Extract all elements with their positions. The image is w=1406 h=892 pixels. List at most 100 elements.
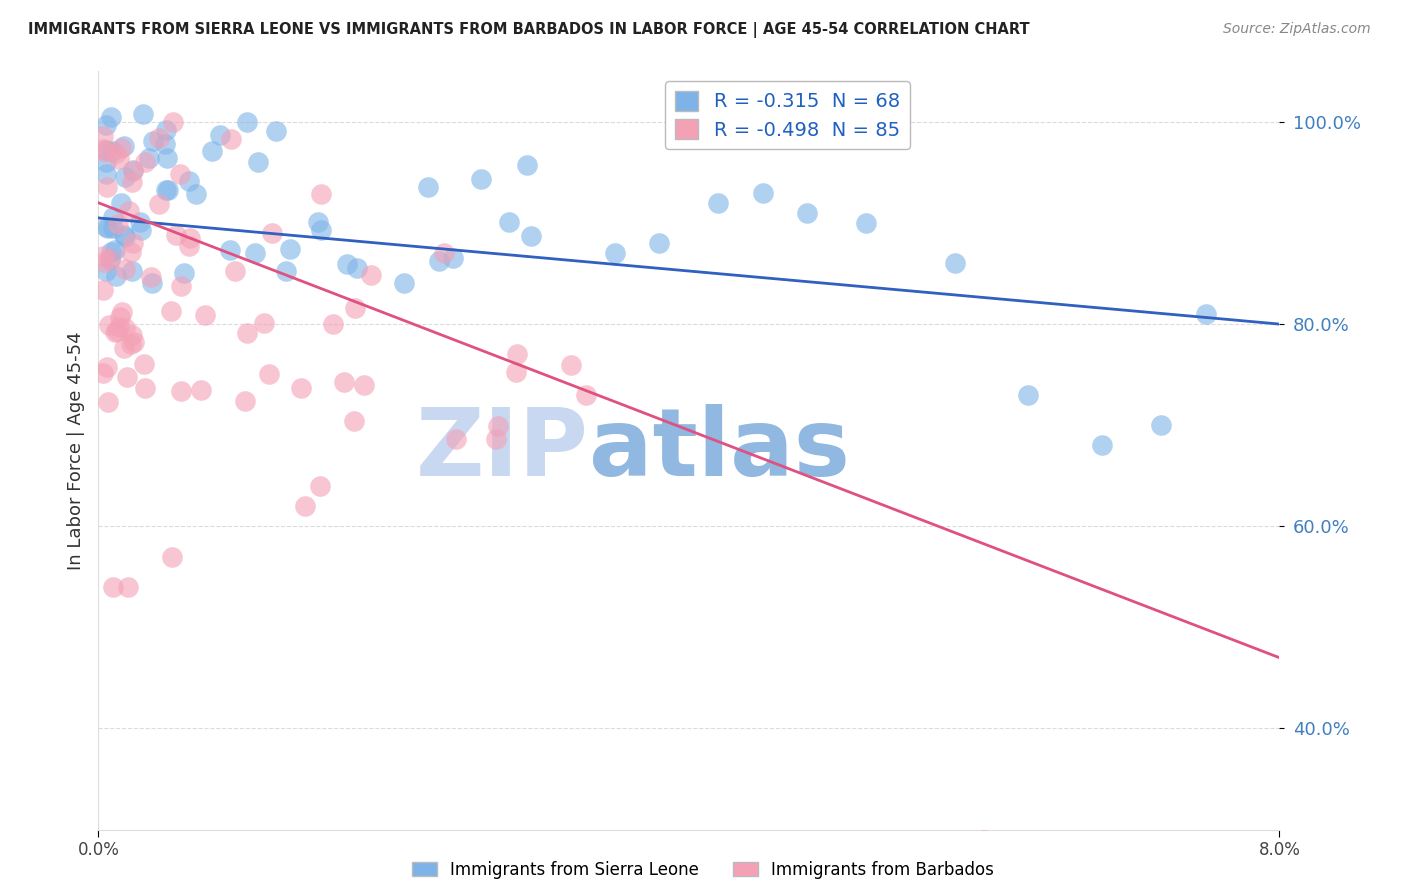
- Point: [1018, 388, 1040, 402]
- Point: [103, 210, 125, 224]
- Point: [575, 388, 598, 402]
- Point: [309, 223, 332, 237]
- Point: [91, 129, 114, 144]
- Point: [111, 305, 134, 319]
- Point: [209, 128, 232, 143]
- Text: IMMIGRANTS FROM SIERRA LEONE VS IMMIGRANTS FROM BARBADOS IN LABOR FORCE | AGE 45: IMMIGRANTS FROM SIERRA LEONE VS IMMIGRAN…: [28, 22, 1029, 38]
- Point: [1150, 418, 1173, 433]
- Point: [114, 261, 136, 276]
- Point: [117, 580, 139, 594]
- Point: [120, 244, 142, 259]
- Point: [486, 419, 509, 434]
- Point: [943, 256, 966, 270]
- Point: [184, 187, 207, 202]
- Point: [333, 375, 356, 389]
- Point: [110, 140, 132, 154]
- Point: [148, 131, 170, 145]
- Point: [224, 264, 246, 278]
- Point: [159, 304, 181, 318]
- Point: [179, 174, 201, 188]
- Point: [752, 186, 775, 200]
- Point: [94, 264, 117, 278]
- Text: ZIP: ZIP: [416, 404, 589, 497]
- Point: [122, 162, 145, 177]
- Point: [169, 167, 191, 181]
- Point: [262, 226, 284, 240]
- Point: [156, 152, 179, 166]
- Point: [112, 138, 135, 153]
- Point: [165, 227, 187, 242]
- Point: [307, 215, 329, 229]
- Point: [506, 346, 529, 360]
- Point: [129, 223, 152, 237]
- Point: [139, 269, 162, 284]
- Point: [94, 167, 117, 181]
- Point: [155, 183, 177, 197]
- Point: [311, 186, 333, 201]
- Point: [169, 279, 191, 293]
- Point: [190, 383, 212, 397]
- Point: [855, 216, 877, 230]
- Point: [114, 230, 136, 244]
- Point: [108, 319, 131, 334]
- Point: [103, 220, 125, 235]
- Point: [236, 326, 259, 340]
- Point: [346, 261, 368, 276]
- Point: [170, 384, 193, 398]
- Point: [91, 284, 114, 298]
- Point: [117, 204, 139, 219]
- Point: [112, 228, 135, 243]
- Point: [105, 325, 128, 339]
- Point: [973, 832, 995, 847]
- Point: [1195, 307, 1218, 321]
- Point: [221, 132, 243, 146]
- Point: [278, 242, 301, 256]
- Y-axis label: In Labor Force | Age 45-54: In Labor Force | Age 45-54: [66, 331, 84, 570]
- Point: [560, 358, 582, 372]
- Point: [103, 580, 125, 594]
- Point: [110, 310, 132, 324]
- Point: [141, 276, 163, 290]
- Point: [444, 432, 467, 446]
- Point: [648, 236, 671, 251]
- Point: [96, 179, 118, 194]
- Point: [264, 124, 287, 138]
- Point: [173, 266, 195, 280]
- Point: [294, 499, 316, 513]
- Point: [505, 365, 527, 379]
- Point: [322, 318, 344, 332]
- Point: [105, 145, 128, 160]
- Point: [498, 215, 520, 229]
- Point: [433, 246, 456, 260]
- Point: [100, 244, 122, 259]
- Point: [114, 320, 136, 334]
- Point: [93, 254, 115, 268]
- Point: [121, 327, 143, 342]
- Point: [605, 246, 627, 260]
- Point: [96, 359, 118, 374]
- Point: [201, 144, 224, 158]
- Point: [129, 215, 152, 229]
- Legend: R = -0.315  N = 68, R = -0.498  N = 85: R = -0.315 N = 68, R = -0.498 N = 85: [665, 81, 910, 149]
- Point: [485, 432, 508, 446]
- Point: [148, 197, 170, 211]
- Point: [470, 172, 492, 186]
- Point: [344, 301, 367, 315]
- Point: [353, 378, 375, 392]
- Point: [138, 151, 160, 165]
- Point: [98, 252, 121, 267]
- Text: Source: ZipAtlas.com: Source: ZipAtlas.com: [1223, 22, 1371, 37]
- Point: [101, 144, 124, 158]
- Point: [418, 179, 440, 194]
- Point: [104, 243, 127, 257]
- Point: [134, 155, 156, 169]
- Point: [142, 134, 165, 148]
- Point: [343, 414, 366, 428]
- Point: [155, 123, 177, 137]
- Point: [134, 381, 156, 395]
- Point: [290, 381, 312, 395]
- Point: [105, 268, 128, 283]
- Point: [1091, 438, 1114, 452]
- Point: [519, 228, 541, 243]
- Point: [441, 252, 464, 266]
